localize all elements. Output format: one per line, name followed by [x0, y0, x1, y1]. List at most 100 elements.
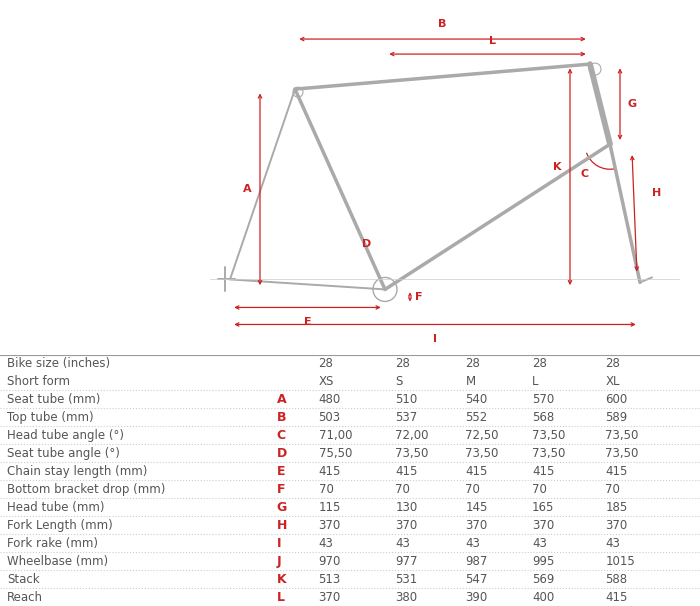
Text: 400: 400 [532, 590, 554, 604]
Text: 43: 43 [318, 537, 333, 550]
Text: 480: 480 [318, 393, 341, 406]
Text: 531: 531 [395, 573, 418, 585]
Text: 380: 380 [395, 590, 418, 604]
Text: 43: 43 [395, 537, 410, 550]
Text: Chain stay length (mm): Chain stay length (mm) [7, 465, 148, 478]
Text: XS: XS [318, 375, 334, 388]
Text: 43: 43 [532, 537, 547, 550]
Text: I: I [276, 537, 281, 550]
Text: 70: 70 [532, 483, 547, 496]
Text: Top tube (mm): Top tube (mm) [7, 411, 94, 424]
Text: 73,50: 73,50 [606, 447, 639, 460]
Text: 589: 589 [606, 411, 628, 424]
Text: 415: 415 [532, 465, 554, 478]
Text: 75,50: 75,50 [318, 447, 352, 460]
Text: 73,50: 73,50 [466, 447, 499, 460]
Text: 569: 569 [532, 573, 554, 585]
Text: G: G [276, 501, 287, 514]
Text: 28: 28 [532, 357, 547, 370]
Text: D: D [276, 447, 287, 460]
Text: F: F [276, 483, 285, 496]
Text: L: L [276, 590, 284, 604]
Text: 43: 43 [606, 537, 620, 550]
Text: 987: 987 [466, 554, 488, 568]
Text: 28: 28 [606, 357, 620, 370]
Text: 70: 70 [395, 483, 410, 496]
Text: 600: 600 [606, 393, 628, 406]
Text: XL: XL [606, 375, 620, 388]
Text: 503: 503 [318, 411, 341, 424]
Text: 115: 115 [318, 501, 341, 514]
Text: 165: 165 [532, 501, 554, 514]
Text: M: M [466, 375, 475, 388]
Text: 70: 70 [466, 483, 480, 496]
Text: 552: 552 [466, 411, 488, 424]
Text: 547: 547 [466, 573, 488, 585]
Text: 145: 145 [466, 501, 488, 514]
Text: Reach: Reach [7, 590, 43, 604]
Text: H: H [276, 519, 287, 531]
Text: E: E [276, 465, 285, 478]
Text: Head tube angle (°): Head tube angle (°) [7, 429, 124, 442]
Text: 71,00: 71,00 [318, 429, 352, 442]
Text: 568: 568 [532, 411, 554, 424]
Text: 73,50: 73,50 [395, 447, 429, 460]
Text: H: H [652, 188, 662, 198]
Text: Bottom bracket drop (mm): Bottom bracket drop (mm) [7, 483, 165, 496]
Text: J: J [276, 554, 281, 568]
Text: 70: 70 [606, 483, 620, 496]
Text: 540: 540 [466, 393, 488, 406]
Text: Head tube (mm): Head tube (mm) [7, 501, 104, 514]
Text: 415: 415 [318, 465, 341, 478]
Text: 415: 415 [395, 465, 418, 478]
Text: 370: 370 [318, 519, 341, 531]
Text: 28: 28 [395, 357, 410, 370]
Text: Fork Length (mm): Fork Length (mm) [7, 519, 113, 531]
Text: 390: 390 [466, 590, 488, 604]
Text: Seat tube angle (°): Seat tube angle (°) [7, 447, 120, 460]
Text: 28: 28 [318, 357, 333, 370]
Text: 130: 130 [395, 501, 418, 514]
Text: 370: 370 [606, 519, 628, 531]
Text: E: E [304, 318, 312, 327]
Text: L: L [489, 36, 496, 46]
Text: 370: 370 [395, 519, 418, 531]
Text: 513: 513 [318, 573, 341, 585]
Text: 995: 995 [532, 554, 554, 568]
Text: D: D [363, 239, 372, 249]
Text: 537: 537 [395, 411, 418, 424]
Text: 415: 415 [466, 465, 488, 478]
Text: F: F [415, 293, 423, 302]
Text: 370: 370 [532, 519, 554, 531]
Text: 73,50: 73,50 [532, 447, 566, 460]
Text: 370: 370 [466, 519, 488, 531]
Text: C: C [581, 169, 589, 179]
Text: 73,50: 73,50 [606, 429, 639, 442]
Text: Bike size (inches): Bike size (inches) [7, 357, 110, 370]
Text: 1015: 1015 [606, 554, 636, 568]
Text: 570: 570 [532, 393, 554, 406]
Text: 72,50: 72,50 [466, 429, 499, 442]
Text: 70: 70 [318, 483, 333, 496]
Text: B: B [438, 19, 447, 29]
Text: 43: 43 [466, 537, 480, 550]
Text: Seat tube (mm): Seat tube (mm) [7, 393, 100, 406]
Text: A: A [276, 393, 286, 406]
Text: K: K [554, 162, 562, 171]
Text: C: C [276, 429, 286, 442]
Text: 970: 970 [318, 554, 341, 568]
Text: K: K [276, 573, 286, 585]
Text: A: A [244, 184, 252, 195]
Text: 510: 510 [395, 393, 418, 406]
Text: Short form: Short form [7, 375, 70, 388]
Text: Wheelbase (mm): Wheelbase (mm) [7, 554, 108, 568]
Text: 977: 977 [395, 554, 418, 568]
Text: 415: 415 [606, 465, 628, 478]
Text: S: S [395, 375, 403, 388]
Text: 73,50: 73,50 [532, 429, 566, 442]
Text: Fork rake (mm): Fork rake (mm) [7, 537, 98, 550]
Text: 28: 28 [466, 357, 480, 370]
Text: 588: 588 [606, 573, 628, 585]
Text: 415: 415 [606, 590, 628, 604]
Text: 185: 185 [606, 501, 628, 514]
